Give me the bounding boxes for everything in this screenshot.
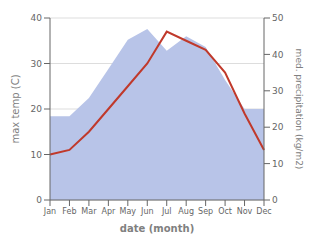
svg-text:10: 10 [31, 150, 43, 160]
svg-text:max temp (C): max temp (C) [10, 74, 21, 143]
svg-text:date (month): date (month) [120, 223, 194, 234]
svg-text:Aug: Aug [178, 207, 194, 216]
svg-text:Oct: Oct [218, 207, 232, 216]
svg-text:50: 50 [272, 13, 284, 23]
svg-text:40: 40 [31, 13, 43, 23]
svg-text:med. precipitation (kg/m2): med. precipitation (kg/m2) [294, 49, 304, 170]
svg-text:30: 30 [31, 59, 43, 69]
svg-text:Apr: Apr [101, 207, 116, 216]
svg-text:Jun: Jun [140, 207, 154, 216]
svg-text:Jul: Jul [161, 207, 172, 216]
svg-text:40: 40 [272, 50, 284, 60]
svg-text:30: 30 [272, 86, 284, 96]
svg-text:20: 20 [272, 122, 284, 132]
svg-text:Feb: Feb [62, 207, 76, 216]
svg-text:0: 0 [272, 195, 278, 205]
svg-text:Jan: Jan [43, 207, 56, 216]
svg-text:10: 10 [272, 159, 284, 169]
svg-text:0: 0 [36, 195, 42, 205]
svg-text:Mar: Mar [81, 207, 97, 216]
svg-text:May: May [120, 207, 137, 216]
svg-text:Dec: Dec [256, 207, 271, 216]
svg-text:Nov: Nov [237, 207, 253, 216]
svg-text:Sep: Sep [198, 207, 213, 216]
svg-text:20: 20 [31, 104, 43, 114]
